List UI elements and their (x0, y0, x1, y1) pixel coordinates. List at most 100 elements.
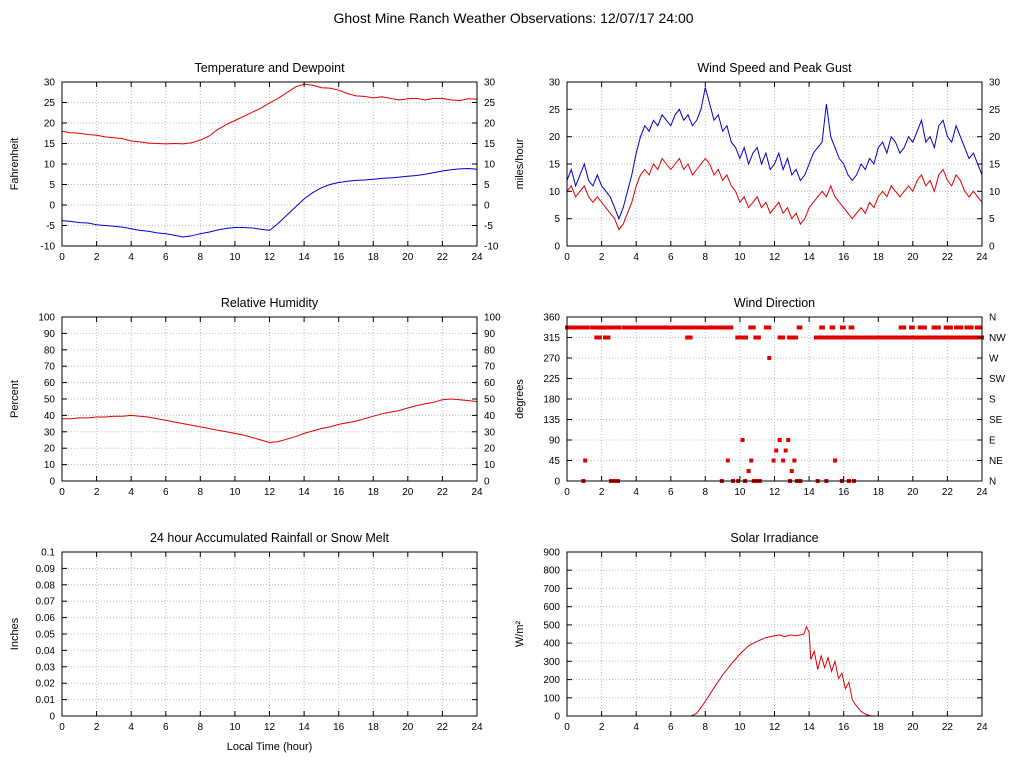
svg-text:0: 0 (989, 242, 995, 253)
svg-text:6: 6 (163, 487, 169, 498)
svg-text:16: 16 (333, 722, 345, 733)
svg-text:30: 30 (549, 78, 561, 89)
svg-text:0.08: 0.08 (36, 580, 56, 591)
svg-text:22: 22 (942, 252, 954, 263)
svg-text:20: 20 (907, 487, 919, 498)
svg-text:25: 25 (44, 98, 56, 109)
svg-text:0: 0 (554, 477, 560, 488)
svg-text:50: 50 (44, 395, 56, 406)
svg-text:2: 2 (94, 722, 100, 733)
gridlines (566, 551, 983, 717)
svg-text:0: 0 (59, 252, 65, 263)
panel-wind-speed-gust: Wind Speed and Peak Gust miles/hour 0 2 4 6 8 1… (509, 58, 1014, 286)
svg-text:14: 14 (804, 487, 816, 498)
svg-text:14: 14 (804, 252, 816, 263)
y-axis-label: miles/hour (514, 138, 526, 189)
svg-text:22: 22 (942, 722, 954, 733)
svg-text:NW: NW (989, 333, 1006, 344)
svg-text:2: 2 (94, 487, 100, 498)
svg-text:90: 90 (484, 329, 496, 340)
svg-text:24: 24 (976, 252, 988, 263)
page-title: Ghost Mine Ranch Weather Observations: 1… (333, 10, 694, 26)
series-humidity (62, 398, 478, 444)
svg-text:100: 100 (484, 313, 501, 324)
series-temperature (61, 83, 478, 145)
svg-text:20: 20 (402, 487, 414, 498)
svg-text:0.09: 0.09 (36, 564, 56, 575)
svg-text:10: 10 (734, 487, 746, 498)
svg-text:15: 15 (484, 139, 496, 150)
svg-text:315: 315 (543, 333, 560, 344)
svg-text:8: 8 (198, 487, 204, 498)
svg-text:500: 500 (543, 620, 560, 631)
plot-series (567, 625, 982, 717)
svg-text:NE: NE (989, 456, 1003, 467)
y-axis-label: Percent (9, 380, 21, 418)
svg-text:4: 4 (128, 487, 134, 498)
svg-text:10: 10 (989, 187, 1001, 198)
svg-text:6: 6 (668, 487, 674, 498)
svg-text:18: 18 (873, 252, 885, 263)
svg-text:25: 25 (549, 105, 561, 116)
svg-text:24: 24 (471, 722, 483, 733)
y-axis-label: W/m² (514, 621, 526, 648)
svg-text:20: 20 (484, 444, 496, 455)
tick-marks (61, 316, 478, 482)
panel-relative-humidity: Relative Humidity Percent 0 2 4 6 8 10 12 14 16 18 2… (4, 293, 509, 521)
svg-text:-10: -10 (41, 242, 56, 253)
svg-text:0.06: 0.06 (36, 613, 56, 624)
svg-text:22: 22 (437, 722, 449, 733)
svg-text:16: 16 (838, 722, 850, 733)
svg-text:6: 6 (668, 252, 674, 263)
svg-text:-10: -10 (484, 242, 499, 253)
y-axis-label: Fahrenheit (9, 138, 21, 191)
chart-title: 24 hour Accumulated Rainfall or Snow Mel… (150, 531, 390, 545)
panel-wind-direction: Wind Direction degrees 0 2 4 6 8 10 12 14 16 18 20 22… (509, 293, 1014, 521)
svg-text:5: 5 (989, 214, 995, 225)
svg-text:18: 18 (368, 487, 380, 498)
panel-temperature-dewpoint: Temperature and Dewpoint Fahrenheit 0 2 4 6 8 1… (4, 58, 509, 286)
svg-text:N: N (989, 313, 996, 324)
chart-svg-rainfall: 24 hour Accumulated Rainfall or Snow Mel… (9, 531, 483, 753)
svg-text:10: 10 (549, 187, 561, 198)
svg-text:12: 12 (769, 722, 781, 733)
svg-text:12: 12 (264, 722, 276, 733)
svg-text:40: 40 (44, 411, 56, 422)
svg-text:0.05: 0.05 (36, 630, 56, 641)
svg-text:20: 20 (549, 132, 561, 143)
chart-title: Solar Irradiance (730, 531, 818, 545)
svg-text:25: 25 (989, 105, 1001, 116)
svg-text:W: W (989, 354, 999, 365)
svg-text:-5: -5 (46, 221, 55, 232)
svg-text:18: 18 (368, 722, 380, 733)
svg-text:0: 0 (564, 252, 570, 263)
tick-labels: 0 2 4 6 8 10 12 14 16 18 20 22 240459013518022527031… (543, 313, 1006, 499)
svg-text:14: 14 (299, 722, 311, 733)
svg-text:8: 8 (703, 722, 709, 733)
svg-text:20: 20 (907, 252, 919, 263)
tick-marks (61, 551, 478, 717)
svg-text:5: 5 (484, 180, 490, 191)
svg-text:30: 30 (44, 427, 56, 438)
svg-text:24: 24 (976, 487, 988, 498)
svg-text:270: 270 (543, 354, 560, 365)
gridlines (566, 316, 983, 482)
svg-text:60: 60 (484, 378, 496, 389)
svg-text:0.03: 0.03 (36, 662, 56, 673)
series-solar-irradiance (567, 625, 982, 717)
plot-series (61, 83, 478, 238)
tick-labels: 0 2 4 6 8 10 12 14 16 18 20 22 240100200300400500600… (543, 548, 988, 734)
svg-text:20: 20 (402, 722, 414, 733)
svg-text:8: 8 (703, 252, 709, 263)
svg-text:5: 5 (49, 180, 55, 191)
svg-text:70: 70 (484, 362, 496, 373)
svg-text:0: 0 (554, 242, 560, 253)
svg-text:S: S (989, 395, 996, 406)
svg-text:6: 6 (163, 722, 169, 733)
svg-text:0: 0 (59, 722, 65, 733)
series-peak-gust (566, 87, 983, 221)
